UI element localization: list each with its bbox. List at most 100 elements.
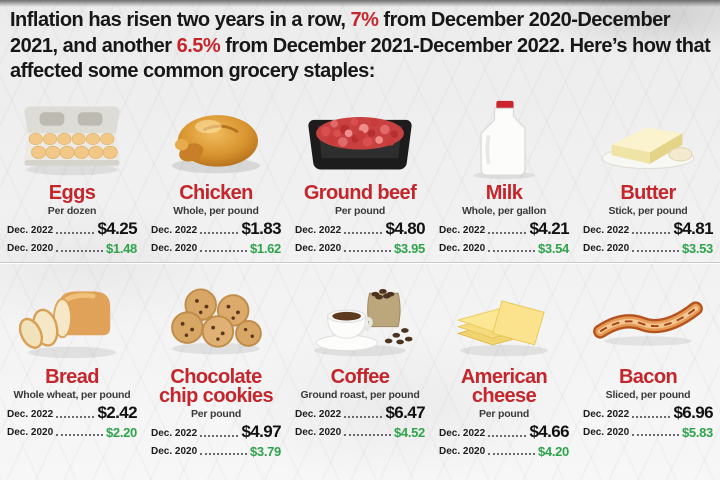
price-2020: $3.53 [681, 241, 713, 256]
dotted-leader [632, 250, 679, 252]
grocery-item-card-cookies: Chocolate chip cookies Per pound Dec. 20… [144, 268, 288, 460]
top-edge-shade [0, 0, 720, 7]
item-unit: Per pound [334, 205, 386, 217]
grocery-item-card-coffee: Coffee Ground roast, per pound Dec. 2022… [288, 268, 432, 460]
item-unit: Per pound [190, 408, 242, 420]
bacon-image [583, 268, 713, 366]
price-2020: $2.20 [105, 425, 137, 440]
price-row-2020: Dec. 2020 $4.52 [295, 425, 425, 440]
grocery-item-card-butter: Butter Stick, per pound Dec. 2022 $4.81 D… [576, 96, 720, 257]
price-row-2020: Dec. 2020 $1.48 [7, 241, 137, 256]
price-row-2022: Dec. 2022 $6.47 [295, 403, 426, 422]
cookies-image [151, 268, 281, 366]
item-unit: Per pound [478, 408, 530, 420]
item-unit: Stick, per pound [608, 205, 688, 217]
dotted-leader [56, 434, 103, 436]
price-row-2022: Dec. 2022 $4.81 [583, 219, 714, 238]
grocery-row-bottom: Bread Whole wheat, per pound Dec. 2022 $2… [0, 268, 720, 460]
price-row-2020: Dec. 2020 $1.62 [151, 241, 281, 256]
dotted-leader [200, 250, 247, 252]
grocery-item-card-ground-beef: Ground beef Per pound Dec. 2022 $4.80 Dec… [288, 96, 432, 257]
price-row-2020: Dec. 2020 $3.79 [151, 444, 281, 459]
headline-text-2: from December 2020-December 2021, and an… [10, 9, 671, 57]
price-row-2022: Dec. 2022 $4.66 [439, 422, 570, 441]
dotted-leader [344, 416, 383, 418]
price-row-2022: Dec. 2022 $1.83 [151, 219, 282, 238]
price-row-2020: Dec. 2020 $2.20 [7, 425, 137, 440]
milk-image [439, 96, 569, 182]
headline-text-3: from December 2021-December 2022. Here’s… [10, 34, 711, 83]
item-name: Eggs [48, 182, 96, 204]
price-2022: $6.47 [385, 403, 425, 422]
price-row-2022: Dec. 2022 $4.97 [151, 422, 282, 441]
grocery-item-card-eggs: Eggs Per dozen Dec. 2022 $4.25 Dec. 2020 $… [0, 96, 144, 257]
item-name: Butter [620, 182, 676, 204]
headline-text-1: Inflation has risen two years in a row, [10, 9, 351, 31]
dotted-leader [344, 232, 383, 234]
item-name: Ground beef [303, 182, 417, 204]
item-name: Milk [485, 182, 523, 204]
dotted-leader [344, 250, 391, 252]
dotted-leader [632, 416, 671, 418]
item-unit: Per dozen [47, 205, 97, 217]
dotted-leader [344, 434, 391, 436]
item-unit: Whole wheat, per pound [13, 389, 131, 401]
dotted-leader [200, 435, 239, 437]
row-divider [0, 262, 720, 263]
price-row-2020: Dec. 2020 $3.53 [583, 241, 713, 256]
item-unit: Sliced, per pound [605, 389, 691, 401]
dotted-leader [56, 232, 95, 234]
dotted-leader [488, 250, 535, 252]
dotted-leader [200, 453, 247, 455]
dotted-leader [200, 232, 239, 234]
item-name: American cheese [460, 366, 548, 407]
price-row-2020: Dec. 2020 $4.20 [439, 444, 569, 459]
inflation-rate-2022: 6.5% [176, 34, 221, 57]
grocery-row-top: Eggs Per dozen Dec. 2022 $4.25 Dec. 2020 $… [0, 96, 720, 257]
eggs-image [7, 96, 137, 182]
price-2020: $1.62 [249, 241, 281, 256]
item-unit: Ground roast, per pound [300, 389, 420, 401]
item-name: Chocolate chip cookies [159, 366, 274, 407]
price-row-2022: Dec. 2022 $4.80 [295, 219, 426, 238]
ground-beef-image [295, 96, 425, 182]
bread-image [7, 268, 137, 366]
price-2020: $3.95 [393, 241, 425, 256]
price-2022: $4.21 [529, 219, 569, 238]
price-2022: $4.66 [529, 422, 569, 441]
price-row-2022: Dec. 2022 $4.21 [439, 219, 570, 238]
price-2022: $2.42 [97, 403, 137, 422]
item-name: Bacon [618, 366, 678, 388]
dotted-leader [632, 232, 671, 234]
price-2020: $5.83 [681, 425, 713, 440]
price-2022: $4.80 [385, 219, 425, 238]
grocery-item-card-milk: Milk Whole, per gallon Dec. 2022 $4.21 De… [432, 96, 576, 257]
grocery-item-card-bread: Bread Whole wheat, per pound Dec. 2022 $2… [0, 268, 144, 460]
grocery-item-card-chicken: Chicken Whole, per pound Dec. 2022 $1.83 … [144, 96, 288, 257]
price-2022: $1.83 [241, 219, 281, 238]
price-2020: $3.79 [249, 444, 281, 459]
dotted-leader [488, 453, 535, 455]
price-row-2020: Dec. 2020 $3.95 [295, 241, 425, 256]
grocery-item-card-bacon: Bacon Sliced, per pound Dec. 2022 $6.96 D… [576, 268, 720, 460]
item-unit: Whole, per gallon [461, 205, 547, 217]
dotted-leader [56, 250, 103, 252]
dotted-leader [632, 434, 679, 436]
item-name: Coffee [330, 366, 390, 388]
price-2020: $1.48 [105, 241, 137, 256]
coffee-image [295, 268, 425, 366]
price-row-2022: Dec. 2022 $2.42 [7, 403, 138, 422]
dotted-leader [488, 232, 527, 234]
item-name: Bread [45, 366, 99, 388]
dotted-leader [488, 435, 527, 437]
dotted-leader [56, 416, 95, 418]
price-2022: $4.97 [241, 422, 281, 441]
grocery-item-card-cheese: American cheese Per pound Dec. 2022 $4.66… [432, 268, 576, 460]
inflation-rate-2021: 7% [350, 9, 379, 31]
butter-image [583, 96, 713, 182]
price-row-2022: Dec. 2022 $6.96 [583, 403, 714, 422]
price-2020: $4.20 [537, 444, 569, 459]
item-name: Chicken [179, 182, 253, 204]
chicken-image [151, 96, 281, 182]
price-2022: $4.81 [673, 219, 713, 238]
